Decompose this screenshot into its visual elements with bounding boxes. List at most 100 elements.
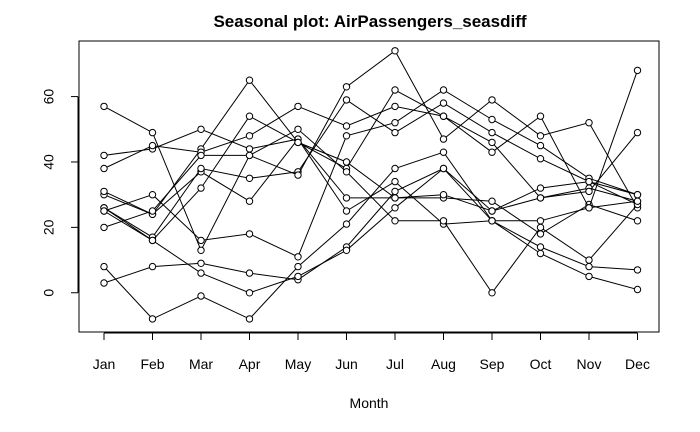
data-point xyxy=(342,83,351,91)
x-tick-label: Apr xyxy=(239,356,261,372)
data-point xyxy=(294,102,302,111)
data-point xyxy=(633,217,642,225)
data-point xyxy=(391,128,399,137)
y-tick-label: 20 xyxy=(41,219,57,235)
data-point xyxy=(342,194,351,202)
data-point xyxy=(245,289,254,297)
data-point xyxy=(439,148,448,156)
data-point xyxy=(342,132,351,140)
data-point xyxy=(100,262,108,271)
data-point xyxy=(148,128,157,137)
x-tick-label: Oct xyxy=(530,356,552,372)
data-point xyxy=(294,125,302,134)
data-point xyxy=(197,184,205,192)
data-point xyxy=(488,115,496,124)
data-point xyxy=(245,315,254,323)
data-point xyxy=(197,269,205,277)
series-11 xyxy=(100,128,642,287)
data-point xyxy=(245,112,254,120)
data-point xyxy=(197,246,205,255)
data-point xyxy=(391,47,399,55)
data-point xyxy=(633,266,642,274)
data-point xyxy=(294,171,302,179)
x-axis: Jan Feb Mar Apr May Jun Jul Aug Sep Oct Nov Dec xyxy=(93,332,650,372)
series-line xyxy=(103,70,638,242)
data-point xyxy=(100,279,108,287)
data-point xyxy=(100,164,108,173)
data-point xyxy=(391,204,399,212)
series-4 xyxy=(100,86,642,261)
y-axis: 0 20 40 60 xyxy=(41,89,79,297)
x-axis-label: Month xyxy=(350,395,389,411)
data-point xyxy=(439,217,448,225)
data-point xyxy=(148,315,157,323)
data-point xyxy=(439,86,448,94)
data-point xyxy=(100,102,108,111)
data-point xyxy=(245,132,254,140)
series-line xyxy=(103,105,638,202)
data-point xyxy=(488,148,496,156)
data-point xyxy=(197,236,205,245)
data-point xyxy=(342,158,351,166)
data-point xyxy=(391,102,399,111)
series-10 xyxy=(100,148,642,323)
data-point xyxy=(439,135,448,143)
data-point xyxy=(148,207,157,215)
data-point xyxy=(488,96,496,104)
series-line xyxy=(103,132,638,284)
data-point xyxy=(100,223,108,232)
data-point xyxy=(294,262,302,271)
data-point xyxy=(536,194,545,202)
data-point xyxy=(197,125,205,134)
y-tick-label: 0 xyxy=(41,289,57,297)
series-line xyxy=(103,128,638,294)
data-point xyxy=(633,197,642,205)
x-tick-label: Jun xyxy=(335,356,358,372)
data-point xyxy=(585,262,593,271)
data-point xyxy=(585,256,593,264)
data-point xyxy=(536,243,545,251)
x-tick-label: Nov xyxy=(577,356,602,372)
data-point xyxy=(294,272,302,281)
data-point xyxy=(342,220,351,228)
data-point xyxy=(439,191,448,199)
data-point xyxy=(488,289,496,297)
data-point xyxy=(148,262,157,271)
data-point xyxy=(633,66,642,75)
data-point xyxy=(439,164,448,173)
series-line xyxy=(103,50,638,252)
y-tick-label: 60 xyxy=(41,89,57,105)
x-tick-label: Jan xyxy=(93,356,116,372)
data-point xyxy=(536,155,545,163)
data-point xyxy=(488,217,496,225)
series-12 xyxy=(100,164,642,297)
data-point xyxy=(391,187,399,196)
data-point xyxy=(391,177,399,186)
data-point xyxy=(100,207,108,215)
data-point xyxy=(197,164,205,173)
data-point xyxy=(536,132,545,140)
data-point xyxy=(197,259,205,267)
data-point xyxy=(585,204,593,212)
series-line xyxy=(103,79,638,215)
data-point xyxy=(536,249,545,258)
data-point xyxy=(342,122,351,130)
data-point xyxy=(342,207,351,215)
series-line xyxy=(103,138,638,235)
data-point xyxy=(633,191,642,199)
data-point xyxy=(585,177,593,186)
data-point xyxy=(633,128,642,137)
data-point xyxy=(536,223,545,232)
data-point xyxy=(245,145,254,153)
data-point xyxy=(342,246,351,255)
data-point xyxy=(294,138,302,147)
data-point xyxy=(100,187,108,196)
data-point xyxy=(585,119,593,127)
x-tick-label: Jul xyxy=(386,356,404,372)
y-tick-label: 40 xyxy=(41,154,57,170)
data-point xyxy=(100,151,108,160)
data-point xyxy=(342,168,351,176)
data-point xyxy=(585,187,593,196)
